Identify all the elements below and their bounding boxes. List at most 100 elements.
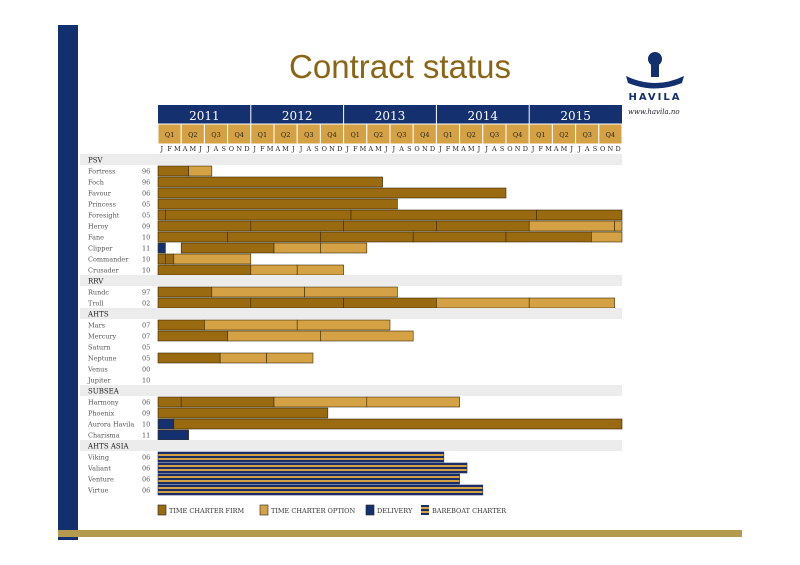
vessel-name: Foresight (88, 212, 120, 220)
section-band (80, 440, 622, 451)
firm-bar (157, 330, 228, 342)
year-label: 2011 (189, 109, 220, 123)
month-label: N (329, 145, 335, 153)
vessel-year: 06 (142, 476, 150, 484)
quarter-label: Q4 (420, 131, 429, 139)
logo-url: www.havila.no (628, 108, 680, 116)
vessel-name: Virtue (87, 487, 109, 495)
vessel-year: 11 (142, 245, 150, 253)
vessel-year: 02 (142, 300, 150, 308)
bareboat-bar (157, 462, 468, 474)
month-label: J (569, 145, 573, 153)
month-label: J (206, 145, 210, 153)
year-header-bar (158, 105, 622, 124)
vessel-name: Charisma (88, 432, 120, 440)
quarter-label: Q4 (327, 131, 336, 139)
vessel-year: 05 (142, 355, 150, 363)
month-label: O (507, 145, 512, 153)
quarter-label: Q4 (513, 131, 522, 139)
bareboat-stripe (158, 471, 468, 473)
vessel-year: 06 (142, 399, 150, 407)
month-label: F (353, 145, 358, 153)
vessel-year: 05 (142, 201, 150, 209)
firm-bar (180, 396, 275, 408)
month-label: O (229, 145, 234, 153)
month-label: M (561, 145, 568, 153)
quarter-label: Q2 (281, 131, 290, 139)
section-band (80, 275, 622, 286)
vessel-name: Harmony (88, 399, 119, 407)
vessel-year: 07 (142, 333, 150, 341)
firm-bar (157, 297, 252, 309)
bareboat-stripe (158, 489, 483, 491)
bareboat-stripe (158, 474, 460, 476)
vessel-year: 06 (142, 454, 150, 462)
bareboat-stripe (158, 487, 483, 489)
option-bar (528, 220, 615, 232)
bareboat-stripe (158, 454, 444, 456)
firm-bar (165, 209, 352, 221)
option-bar (211, 286, 305, 298)
vessel-year: 05 (142, 344, 150, 352)
legend-label: BAREBOAT CHARTER (432, 507, 507, 515)
firm-bar (157, 198, 398, 210)
option-bar (273, 396, 368, 408)
vessel-name: Crusader (88, 267, 119, 275)
vessel-year: 06 (142, 190, 150, 198)
month-label: A (367, 145, 373, 153)
month-label: S (222, 145, 226, 153)
month-label: J (198, 145, 202, 153)
quarter-label: Q3 (397, 131, 406, 139)
option-bar (304, 286, 398, 298)
month-label: A (491, 145, 497, 153)
month-label: S (593, 145, 597, 153)
month-label: J (531, 145, 535, 153)
vessel-year: 06 (142, 465, 150, 473)
option-bar (188, 165, 213, 177)
legend-swatch-option (259, 504, 269, 516)
month-label: N (236, 145, 242, 153)
bareboat-bar (157, 484, 484, 496)
month-label: D (523, 145, 528, 153)
month-label: M (468, 145, 475, 153)
legend-swatch-bareboat (421, 511, 429, 513)
vessel-name: Mars (88, 322, 105, 330)
vessel-name: Commander (88, 256, 129, 264)
footer-bar (58, 530, 742, 537)
firm-bar (157, 165, 189, 177)
firm-bar (505, 231, 592, 243)
month-label: A (182, 145, 188, 153)
bareboat-stripe (158, 467, 468, 469)
option-bar (591, 231, 623, 243)
firm-bar (157, 286, 213, 298)
vessel-name: Valiant (87, 465, 111, 473)
legend-swatch-delivery (365, 504, 375, 516)
month-label: A (398, 145, 404, 153)
vessel-year: 10 (142, 421, 150, 429)
bareboat-stripe (158, 491, 483, 493)
firm-bar (157, 176, 383, 188)
firm-bar (343, 220, 437, 232)
month-label: J (299, 145, 303, 153)
legend-swatch-firm (157, 504, 167, 516)
vessel-name: Fane (88, 234, 104, 242)
bareboat-stripe (158, 456, 444, 458)
firm-bar (536, 209, 623, 221)
firm-bar (350, 209, 537, 221)
month-label: M (267, 145, 274, 153)
vessel-name: Rundc (88, 289, 109, 297)
bareboat-stripe (158, 478, 460, 480)
month-label: D (616, 145, 621, 153)
quarter-label: Q4 (606, 131, 615, 139)
vessel-name: Fortress (88, 168, 115, 176)
section-band (80, 154, 622, 165)
vessel-name: Clipper (88, 245, 113, 253)
section-label: PSV (88, 157, 104, 165)
month-label: D (430, 145, 435, 153)
option-bar (204, 319, 298, 331)
quarter-label: Q2 (466, 131, 475, 139)
bareboat-stripe (158, 476, 460, 478)
quarter-label: Q2 (374, 131, 383, 139)
year-label: 2014 (468, 109, 499, 123)
month-label: N (608, 145, 614, 153)
